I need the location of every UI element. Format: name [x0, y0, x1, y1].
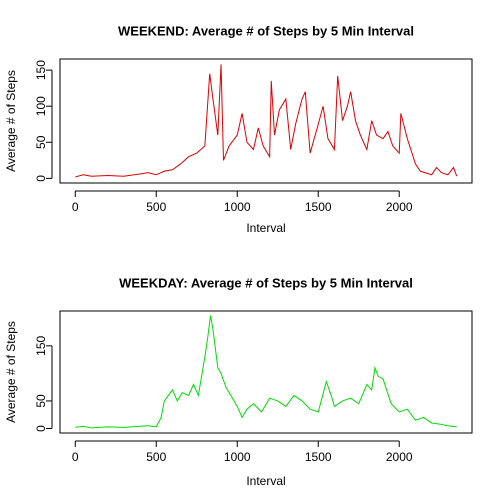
data-line: [75, 64, 458, 178]
x-tick-label: 0: [72, 200, 79, 214]
plot-frame: [59, 310, 473, 434]
y-axis-label: Average # of Steps: [4, 321, 18, 423]
x-tick-label: 0: [72, 450, 79, 464]
x-tick-label: 500: [146, 450, 166, 464]
y-tick-label: 0: [34, 175, 48, 182]
data-line: [75, 315, 457, 429]
y-tick-label: 50: [34, 135, 48, 149]
y-tick-label: 100: [34, 96, 48, 116]
x-tick-label: 1000: [224, 450, 251, 464]
x-tick-label: 2000: [386, 450, 413, 464]
x-tick-label: 500: [146, 200, 166, 214]
x-tick-label: 1500: [305, 450, 332, 464]
x-axis-label: Interval: [246, 221, 285, 235]
chart-title: WEEKDAY: Average # of Steps by 5 Min Int…: [119, 275, 413, 290]
x-tick-label: 2000: [386, 200, 413, 214]
chart-title: WEEKEND: Average # of Steps by 5 Min Int…: [118, 23, 414, 38]
y-tick-label: 150: [34, 335, 48, 355]
x-tick-label: 1000: [224, 200, 251, 214]
x-tick-label: 1500: [305, 200, 332, 214]
plot-frame: [59, 58, 473, 184]
x-axis-label: Interval: [246, 474, 285, 488]
y-axis-label: Average # of Steps: [4, 70, 18, 172]
y-tick-label: 50: [34, 394, 48, 408]
y-tick-label: 150: [34, 60, 48, 80]
y-tick-label: 0: [34, 425, 48, 432]
